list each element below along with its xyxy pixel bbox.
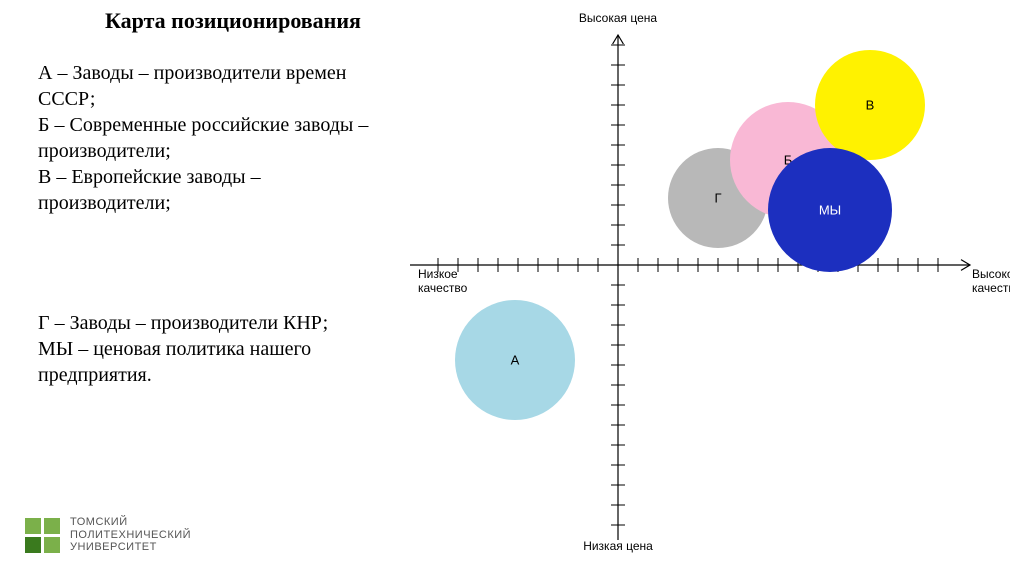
bubble-label-MY: МЫ	[819, 203, 841, 218]
axis-label: Высокая цена	[579, 11, 657, 25]
chart-svg: ГБВМЫАВысокая ценаНизкая ценаНизкоекачес…	[400, 10, 1010, 555]
axis-label: Низкая цена	[583, 539, 653, 553]
bubble-label-A: А	[511, 353, 520, 368]
positioning-chart: ГБВМЫАВысокая ценаНизкая ценаНизкоекачес…	[400, 10, 1010, 555]
axis-label: Низкоекачество	[418, 267, 468, 295]
logo-icon	[25, 518, 60, 553]
footer-logo: ТОМСКИЙ ПОЛИТЕХНИЧЕСКИЙ УНИВЕРСИТЕТ	[25, 516, 191, 554]
page-title: Карта позиционирования	[105, 8, 361, 34]
bubble-label-G: Г	[714, 191, 721, 206]
bubble-label-V: В	[866, 98, 875, 113]
axis-label: Высокоекачество	[972, 267, 1010, 295]
legend-top: А – Заводы – производители времен СССР; …	[38, 60, 398, 216]
footer-text: ТОМСКИЙ ПОЛИТЕХНИЧЕСКИЙ УНИВЕРСИТЕТ	[70, 516, 191, 554]
legend-bottom: Г – Заводы – производители КНР; МЫ – цен…	[38, 310, 398, 388]
